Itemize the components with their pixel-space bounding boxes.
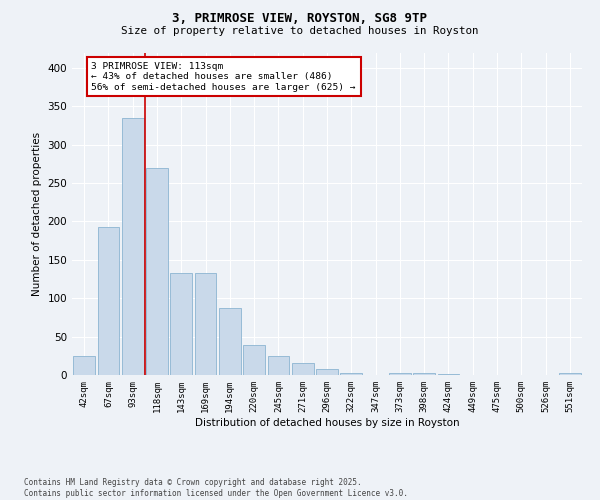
Text: Size of property relative to detached houses in Royston: Size of property relative to detached ho… xyxy=(121,26,479,36)
Text: 3 PRIMROSE VIEW: 113sqm
← 43% of detached houses are smaller (486)
56% of semi-d: 3 PRIMROSE VIEW: 113sqm ← 43% of detache… xyxy=(91,62,356,92)
Bar xyxy=(122,118,143,375)
Text: Contains HM Land Registry data © Crown copyright and database right 2025.
Contai: Contains HM Land Registry data © Crown c… xyxy=(24,478,408,498)
Bar xyxy=(413,372,435,375)
Bar xyxy=(340,372,362,375)
Bar xyxy=(268,356,289,375)
Bar xyxy=(219,308,241,375)
Bar xyxy=(243,345,265,375)
Bar xyxy=(170,273,192,375)
Bar xyxy=(97,227,119,375)
Bar xyxy=(194,273,217,375)
X-axis label: Distribution of detached houses by size in Royston: Distribution of detached houses by size … xyxy=(194,418,460,428)
Text: 3, PRIMROSE VIEW, ROYSTON, SG8 9TP: 3, PRIMROSE VIEW, ROYSTON, SG8 9TP xyxy=(173,12,427,26)
Bar xyxy=(316,369,338,375)
Bar xyxy=(292,364,314,375)
Bar xyxy=(389,372,411,375)
Bar xyxy=(559,374,581,375)
Y-axis label: Number of detached properties: Number of detached properties xyxy=(32,132,42,296)
Bar xyxy=(146,168,168,375)
Bar xyxy=(437,374,460,375)
Bar xyxy=(73,356,95,375)
